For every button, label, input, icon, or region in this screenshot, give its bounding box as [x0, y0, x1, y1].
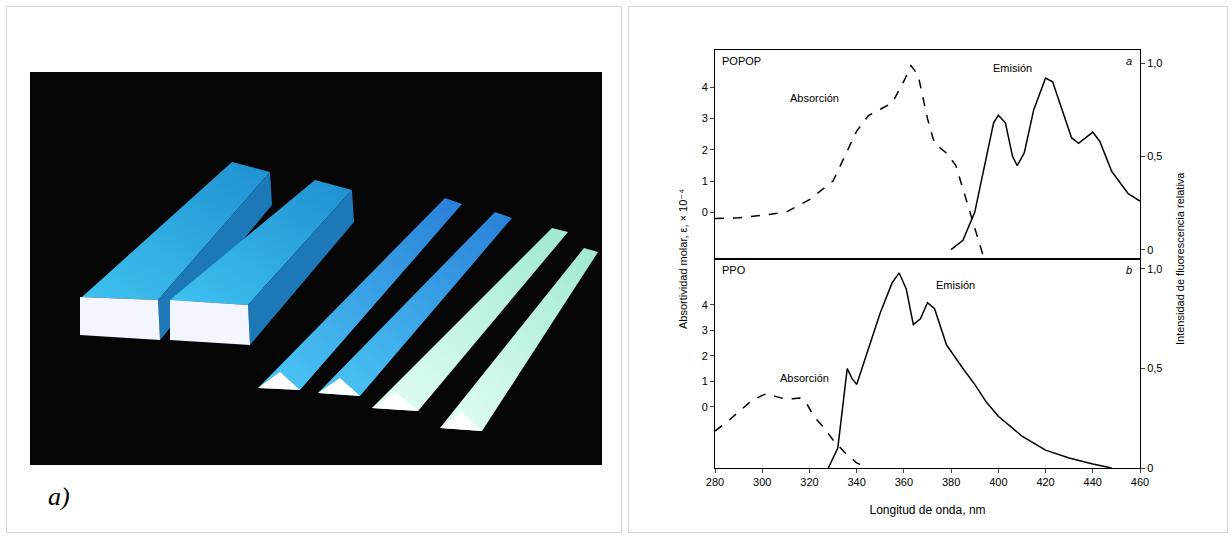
svg-text:Emisión: Emisión — [936, 279, 975, 291]
svg-text:380: 380 — [942, 476, 960, 488]
svg-text:Longitud de onda, nm: Longitud de onda, nm — [869, 503, 985, 517]
svg-text:Absorción: Absorción — [790, 92, 839, 104]
svg-text:1,0: 1,0 — [1147, 57, 1162, 69]
svg-text:300: 300 — [753, 476, 771, 488]
svg-text:1,0: 1,0 — [1147, 263, 1162, 275]
svg-text:Emisión: Emisión — [993, 62, 1032, 74]
svg-text:3: 3 — [702, 112, 708, 124]
svg-text:280: 280 — [706, 476, 724, 488]
svg-text:POPOP: POPOP — [722, 55, 761, 67]
svg-text:0,5: 0,5 — [1147, 362, 1162, 374]
svg-text:360: 360 — [895, 476, 913, 488]
svg-text:340: 340 — [847, 476, 865, 488]
svg-text:1: 1 — [702, 375, 708, 387]
html-text:b): b) — [662, 470, 684, 499]
html-text:a): a) — [48, 482, 70, 511]
svg-text:Absorción: Absorción — [780, 372, 829, 384]
svg-text:3: 3 — [702, 324, 708, 336]
svg-text:b: b — [1126, 264, 1132, 276]
svg-text:Intensidad de fluorescencia re: Intensidad de fluorescencia relativa — [1174, 172, 1186, 345]
svg-text:Absortividad molar, ε, × 10⁻⁴: Absortividad molar, ε, × 10⁻⁴ — [677, 189, 689, 329]
svg-text:PPO: PPO — [722, 264, 746, 276]
svg-text:0,5: 0,5 — [1147, 150, 1162, 162]
svg-text:2: 2 — [702, 144, 708, 156]
svg-text:4: 4 — [702, 81, 708, 93]
svg-text:2: 2 — [702, 350, 708, 362]
svg-text:0: 0 — [1147, 462, 1153, 474]
svg-text:440: 440 — [1084, 476, 1102, 488]
svg-text:0: 0 — [702, 206, 708, 218]
svg-text:420: 420 — [1036, 476, 1054, 488]
svg-text:1: 1 — [702, 175, 708, 187]
svg-text:320: 320 — [800, 476, 818, 488]
svg-text:0: 0 — [1147, 244, 1153, 256]
svg-text:4: 4 — [702, 299, 708, 311]
svg-text:a: a — [1126, 55, 1132, 67]
svg-text:460: 460 — [1131, 476, 1149, 488]
svg-text:0: 0 — [702, 401, 708, 413]
svg-text:400: 400 — [989, 476, 1007, 488]
